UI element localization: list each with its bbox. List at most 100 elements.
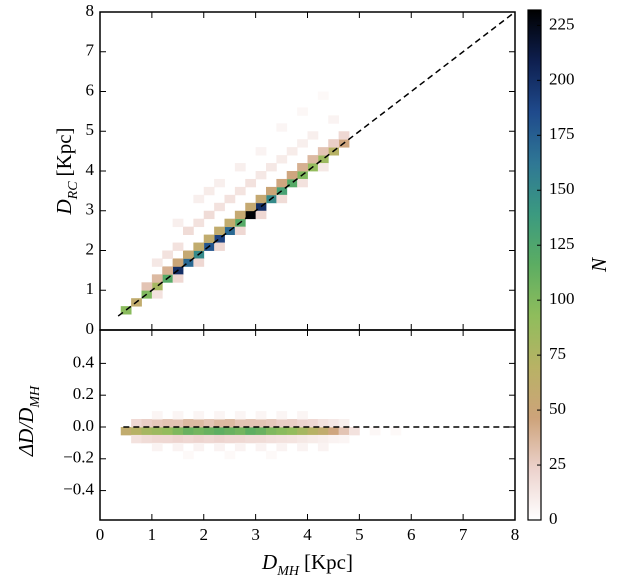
reference-line [117,11,516,317]
heatmap-cell [286,147,298,156]
heatmap-cell [338,419,350,428]
heatmap-cell [214,426,225,436]
y-tick-label: 7 [86,41,95,60]
heatmap-cell [328,115,340,124]
heatmap-cell [203,234,215,243]
heatmap-cell [214,442,225,452]
heatmap-cell [172,434,184,444]
heatmap-cell [193,194,205,204]
axis-label: DMH [Kpc] [261,550,353,576]
heatmap-cell [276,155,288,164]
heatmap-cell [234,210,246,220]
heatmap-cell [255,210,267,220]
heatmap-cell [183,258,194,267]
label-sub: MH [276,564,300,576]
heatmap-cell [151,290,163,299]
label-sub: RC [66,181,81,201]
heatmap-cell [286,419,298,428]
heatmap-cell [234,163,246,172]
heatmap-cell [297,411,308,420]
heatmap-cells [120,411,402,460]
heatmap-cell [338,434,350,444]
heatmap-cell [141,434,153,444]
label-sub: MH [28,385,43,409]
heatmap-cell [317,426,329,436]
heatmap-cell [297,419,308,428]
heatmap-cell [245,434,257,444]
heatmap-cell [245,178,257,188]
heatmap-cell [214,226,225,235]
label-main: D [52,199,76,215]
heatmap-cell [214,411,225,420]
heatmap-cell [193,242,205,251]
heatmap-cell [151,419,163,428]
heatmap-cell [307,419,319,428]
heatmap-cell [297,139,308,148]
colorbar-tick-label: 50 [549,399,566,418]
heatmap-cell [255,171,267,180]
x-tick-label: 0 [96,525,105,544]
heatmap-cell [131,426,142,436]
heatmap-cell [162,434,174,444]
heatmap-cell [172,242,184,251]
heatmap-cell [245,202,257,212]
heatmap-cell [369,426,381,436]
heatmap-cell [276,411,288,420]
heatmap-cell [151,442,163,452]
heatmap-cell [193,442,205,452]
heatmap-cell [255,419,267,428]
heatmap-cell [317,442,329,452]
heatmap-cell [183,250,194,259]
x-tick-label: 4 [303,525,312,544]
heatmap-cell [255,194,267,204]
heatmap-cell [214,419,225,428]
heatmap-cell [276,123,288,132]
heatmap-cell [141,426,153,436]
y-tick-label: 1 [86,279,95,298]
heatmap-cell [151,282,163,291]
heatmap-cell [162,419,174,428]
label-unit: [Kpc] [52,127,76,176]
heatmap-cell [183,426,194,436]
heatmap-cell [266,426,277,436]
heatmap-cell [224,194,236,204]
heatmap-cell [203,426,215,436]
heatmap-cell [162,266,174,275]
heatmap-cell [234,434,246,444]
heatmap-cell [307,434,319,444]
y-tick-label: 8 [86,1,95,20]
heatmap-cell [151,411,163,420]
heatmap-cell [172,419,184,428]
heatmap-cell [234,226,246,235]
heatmap-cell [307,131,319,140]
heatmap-cell [255,442,267,452]
heatmap-cell [297,107,308,116]
heatmap-cell [172,426,184,436]
heatmap-cell [214,434,225,444]
heatmap-cell [307,155,319,164]
colorbar-tick-label: 150 [549,179,575,198]
axis-label: ΔD/DMH [14,385,43,457]
heatmap-cell [183,419,194,428]
y-tick-label: −0.4 [63,479,94,498]
heatmap-cell [255,147,267,156]
y-tick-label: 4 [86,160,95,179]
axis-label: DRC [Kpc] [52,127,81,215]
heatmap-cell [338,131,350,140]
heatmap-cell [151,426,163,436]
heatmap-cell [224,419,236,428]
heatmap-cell [266,163,277,172]
y-tick-label: −0.2 [63,448,94,467]
heatmap-cell [131,434,142,444]
heatmap-cell [286,171,298,180]
heatmap-cell [224,218,236,228]
heatmap-cell [203,419,215,428]
heatmap-cell [317,147,329,156]
heatmap-cell [276,434,288,444]
colorbar-tick-label: 175 [549,124,575,143]
heatmap-cell [214,242,225,251]
x-tick-label: 6 [407,525,416,544]
heatmap-cell [255,434,267,444]
heatmap-cell [317,434,329,444]
